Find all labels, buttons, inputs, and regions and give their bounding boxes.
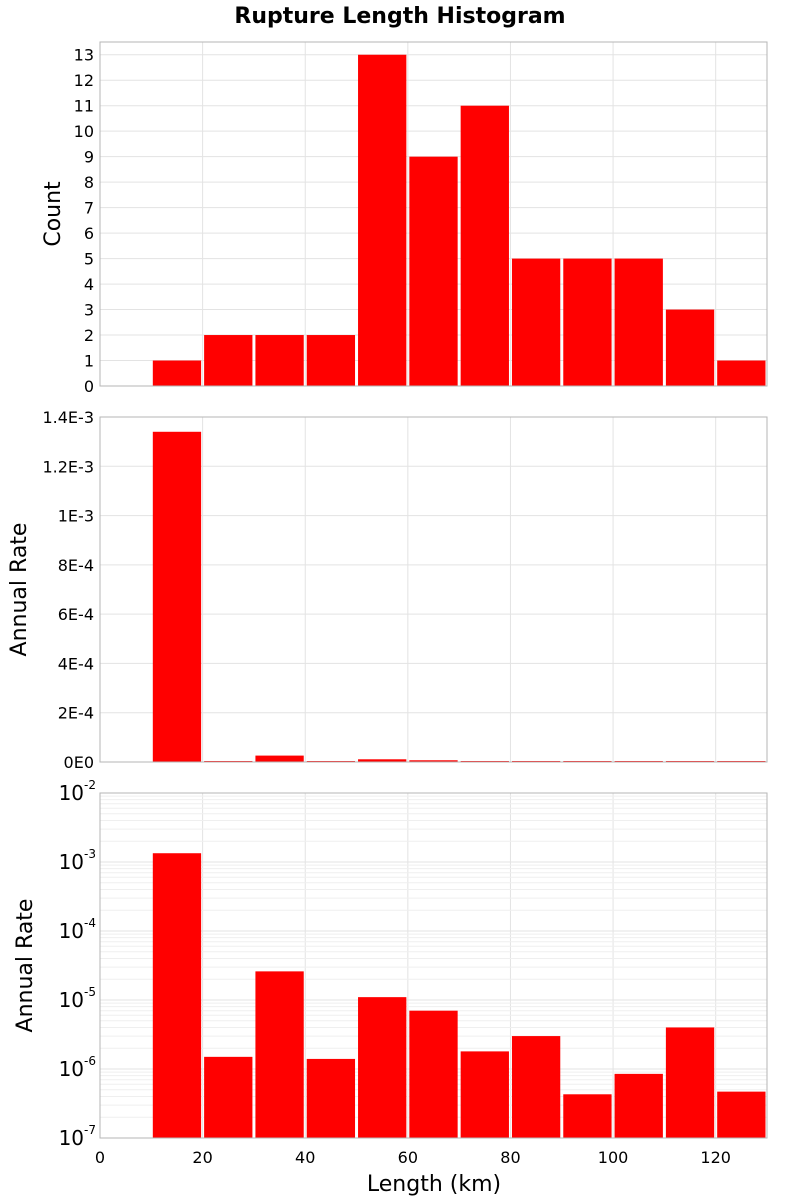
bar-rate-log-35 <box>255 971 304 1138</box>
y-tick-label: 7 <box>84 199 94 218</box>
bar-rate-linear-35 <box>255 755 304 762</box>
bar-count-115 <box>665 309 715 386</box>
y-tick-label: 0E0 <box>64 753 94 772</box>
x-tick-label: 0 <box>95 1148 105 1167</box>
bar-rate-log-55 <box>358 997 407 1138</box>
x-axis-label: Length (km) <box>367 1172 501 1197</box>
bar-rate-linear-65 <box>409 760 458 762</box>
y-tick-label: 1.2E-3 <box>42 457 94 476</box>
bar-rate-log-45 <box>306 1058 356 1138</box>
panel-rate-log: 10-7 10-6 10-5 10-4 10-3 10-2 Annual Rate 0 20 40… <box>13 778 768 1167</box>
bar-count-105 <box>614 258 663 386</box>
y-tick-label: 11 <box>74 97 94 116</box>
y-tick-label: 10 <box>74 122 94 141</box>
bar-rate-log-65 <box>409 1010 458 1138</box>
bar-rate-log-85 <box>511 1036 561 1138</box>
plot-frame <box>99 792 768 1139</box>
y-tick-label: 1.4E-3 <box>42 408 94 427</box>
panel-rate-linear: 0E0 2E-4 4E-4 6E-4 8E-4 1E-3 1.2E-3 1.4E-3 Annua… <box>7 408 768 772</box>
y-tick-label: 2E-4 <box>58 704 94 723</box>
bar-count-35 <box>255 335 304 386</box>
bar-count-55 <box>358 54 407 386</box>
bar-count-125 <box>717 360 766 386</box>
bar-rate-log-125 <box>717 1091 766 1138</box>
bar-rate-log-75 <box>460 1051 509 1138</box>
y-tick-label: 9 <box>84 148 94 167</box>
bar-rate-log-15 <box>152 853 202 1138</box>
plot-frame <box>99 41 768 387</box>
y-tick-label: 10-6 <box>59 1054 96 1081</box>
y-tick-label: 1 <box>84 352 94 371</box>
chart-title: Rupture Length Histogram <box>234 4 565 29</box>
y-tick-label: 8 <box>84 173 94 192</box>
bar-count-45 <box>306 335 356 386</box>
y-tick-label: 1E-3 <box>58 507 94 526</box>
bar-count-15 <box>152 360 202 386</box>
y-tick-label: 12 <box>74 71 94 90</box>
y-axis-label: Count <box>41 181 66 247</box>
y-tick-label: 10-4 <box>59 916 96 943</box>
y-tick-label: 4 <box>84 275 94 294</box>
plot-frame <box>99 416 768 763</box>
y-tick-label: 4E-4 <box>58 654 94 673</box>
y-axis-label: Annual Rate <box>13 899 38 1033</box>
x-tick-label: 100 <box>598 1148 629 1167</box>
bar-rate-log-115 <box>665 1027 715 1138</box>
bar-count-65 <box>409 156 458 386</box>
bar-rate-linear-55 <box>358 759 407 762</box>
bar-rate-log-25 <box>204 1056 253 1138</box>
bar-count-95 <box>563 258 612 386</box>
y-tick-label: 3 <box>84 301 94 320</box>
x-tick-label: 80 <box>500 1148 520 1167</box>
x-tick-label: 60 <box>398 1148 418 1167</box>
y-tick-label: 10-2 <box>59 778 96 805</box>
y-tick-label: 6 <box>84 224 94 243</box>
y-tick-label: 10-3 <box>59 847 96 874</box>
y-tick-label: 10-5 <box>59 985 96 1012</box>
x-tick-label: 120 <box>700 1148 731 1167</box>
x-tick-label: 40 <box>295 1148 315 1167</box>
y-tick-label: 6E-4 <box>58 605 94 624</box>
bar-rate-log-105 <box>614 1073 663 1138</box>
y-tick-label: 2 <box>84 326 94 345</box>
y-tick-label: 0 <box>84 377 94 396</box>
bar-count-75 <box>460 105 509 386</box>
y-tick-label: 10-7 <box>59 1123 96 1150</box>
bar-rate-log-95 <box>563 1094 612 1138</box>
bar-count-85 <box>511 258 561 386</box>
x-tick-label: 20 <box>192 1148 212 1167</box>
y-tick-label: 13 <box>74 46 94 65</box>
y-axis-label: Annual Rate <box>7 523 32 657</box>
y-tick-label: 5 <box>84 250 94 269</box>
y-tick-label: 8E-4 <box>58 556 94 575</box>
bar-count-25 <box>204 335 253 386</box>
bar-rate-linear-15 <box>152 431 202 762</box>
